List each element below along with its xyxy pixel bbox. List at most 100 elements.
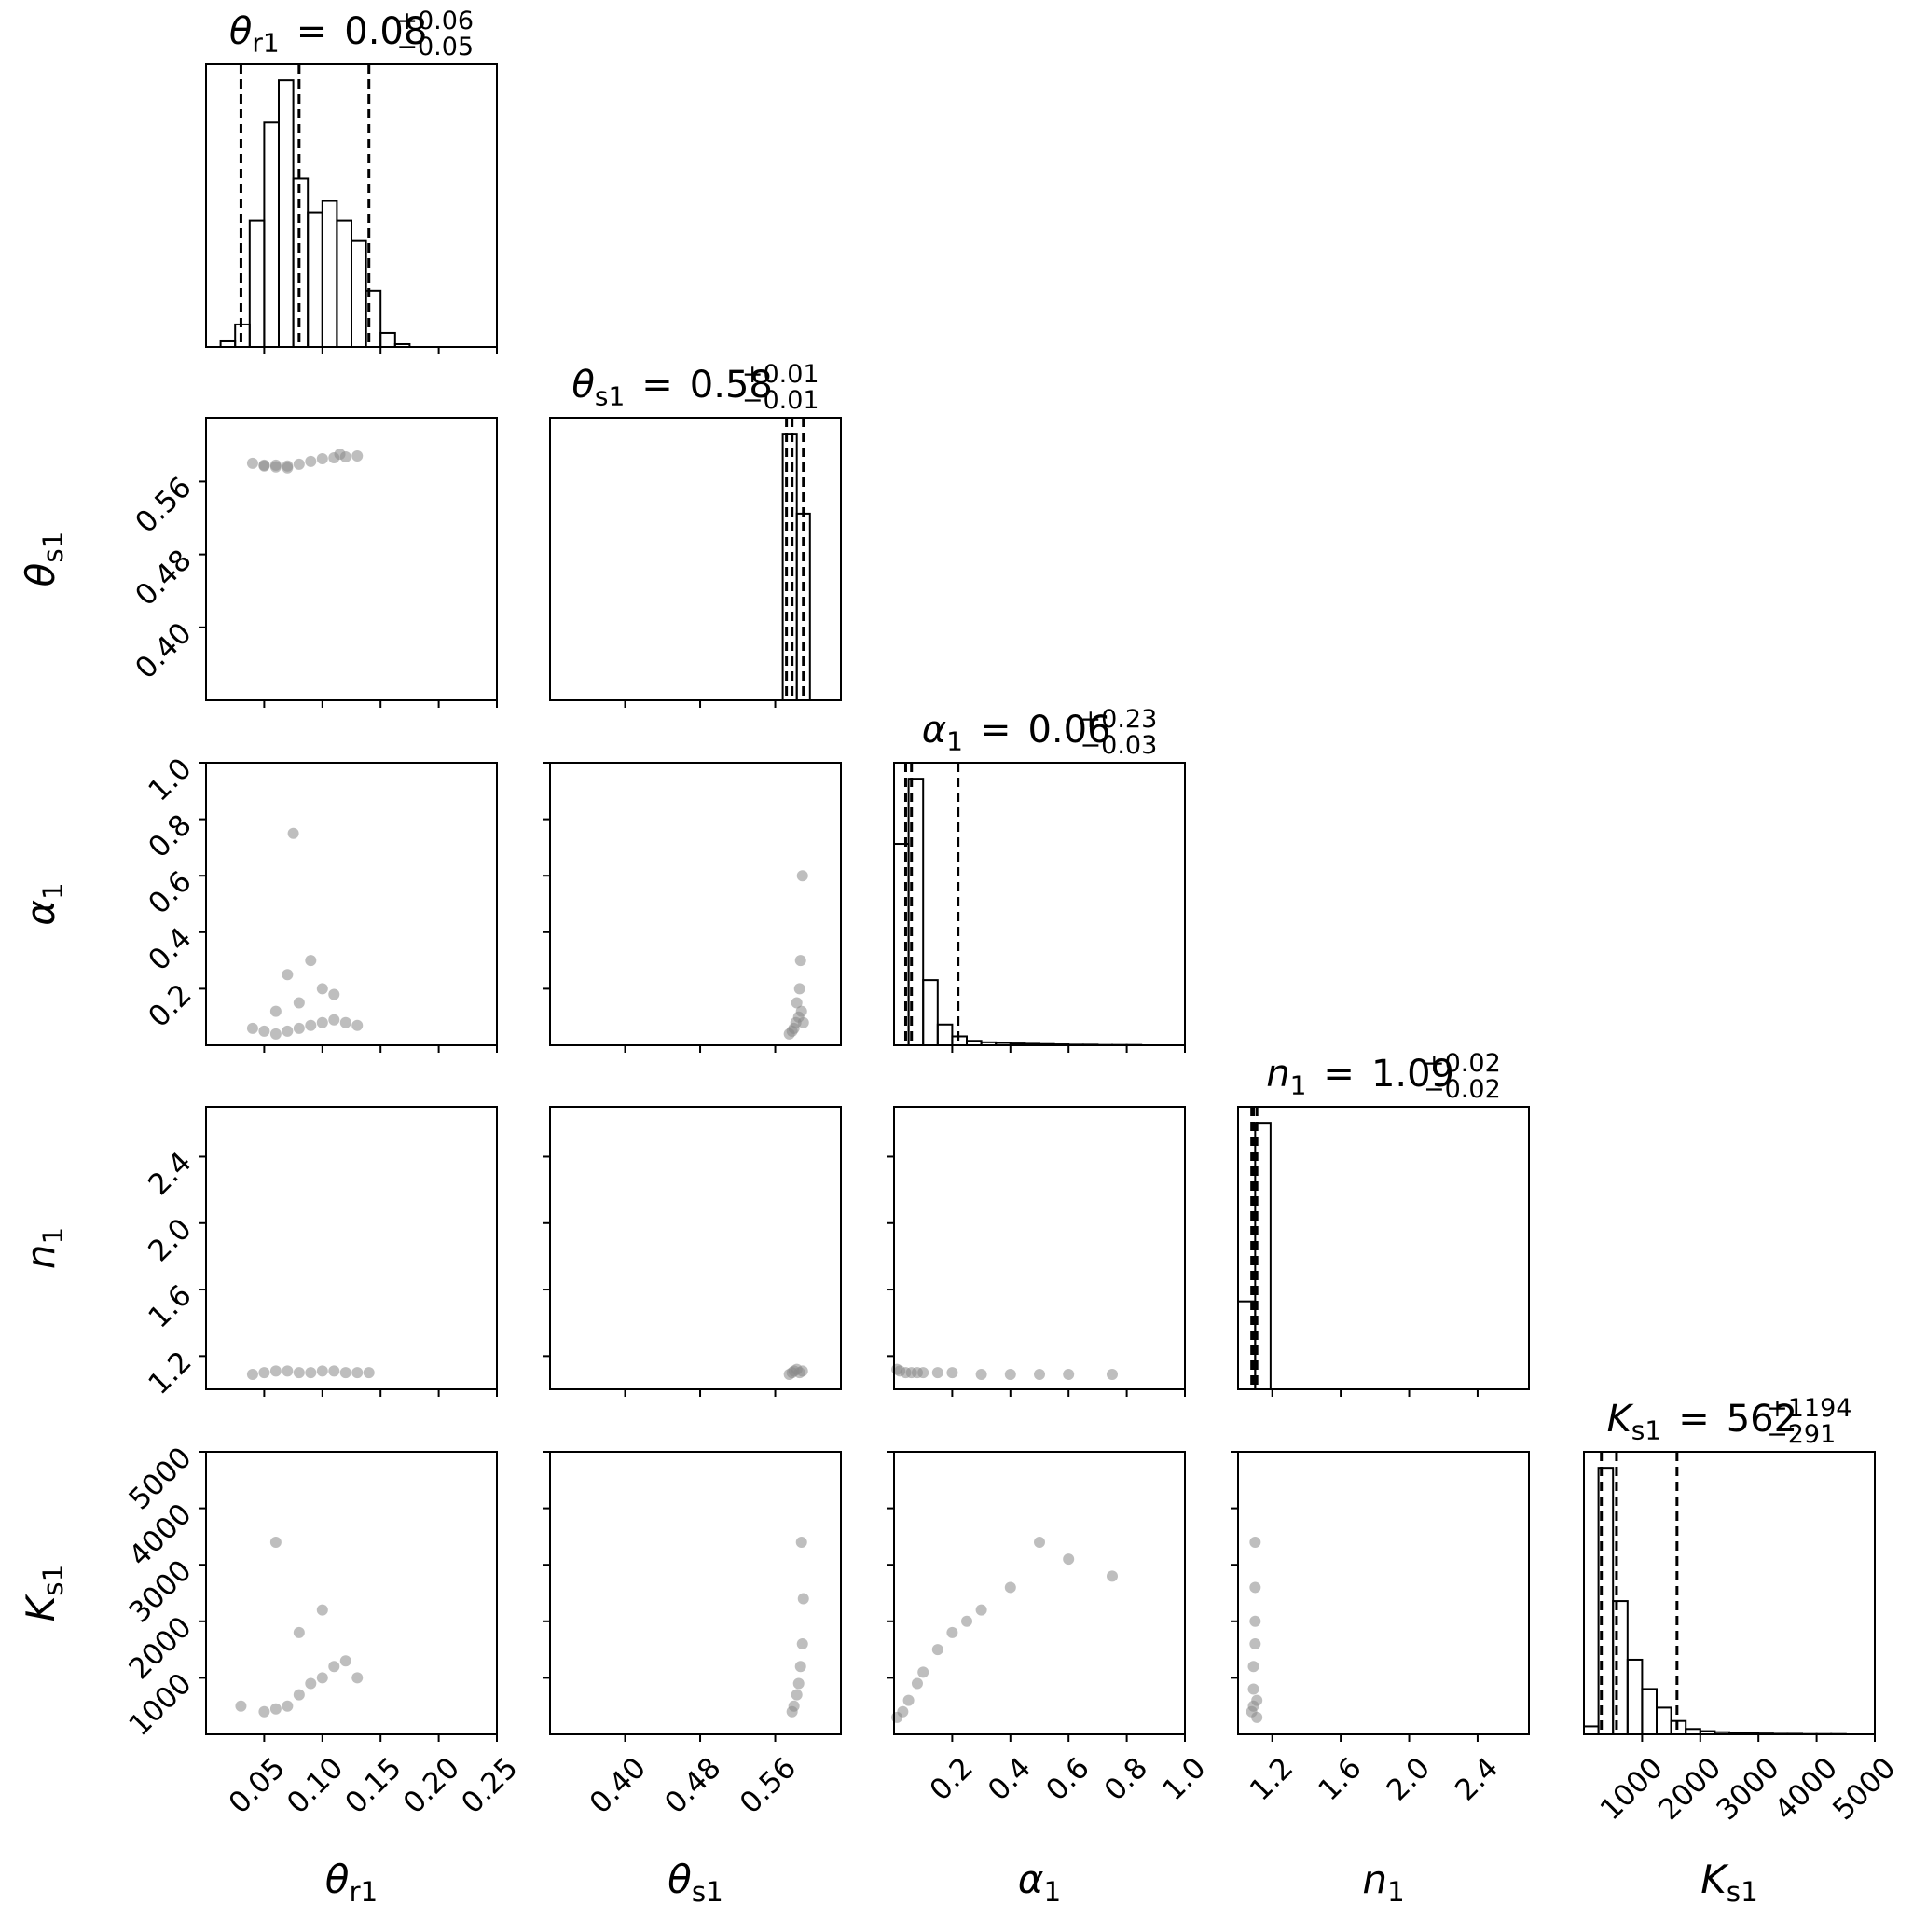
scatter-panel (199, 1451, 498, 1742)
scatter-panel (887, 1451, 1186, 1742)
y-tick-label: 0.6 (142, 864, 198, 920)
scatter-point (1249, 1581, 1261, 1594)
upper-error: +0.23 (1080, 705, 1158, 734)
y-tick-label: 2.4 (142, 1146, 198, 1202)
scatter-point (796, 1365, 808, 1377)
panel-frame (1237, 1106, 1530, 1390)
scatter-panel (199, 417, 498, 708)
scatter-point (269, 459, 282, 471)
y-tick-label: 0.56 (129, 471, 198, 540)
histogram-bin (1656, 1706, 1672, 1735)
scatter-point (293, 458, 305, 470)
histogram-panel (1237, 1106, 1530, 1397)
y-tick-label: 0.8 (142, 808, 198, 864)
panel-frame (549, 1451, 842, 1735)
x-tick-label: 0.6 (1039, 1751, 1095, 1807)
histogram-panel (1583, 1451, 1876, 1742)
scatter-point (328, 1014, 340, 1026)
x-tick-label: 0.8 (1098, 1751, 1154, 1807)
scatter-point (293, 1626, 305, 1638)
symbol: K (18, 1593, 63, 1622)
scatter-point (1034, 1368, 1045, 1380)
separator: = (641, 364, 673, 407)
panel-frame (205, 1106, 498, 1390)
subscript: 1 (1043, 1876, 1061, 1908)
histogram-bin (351, 239, 367, 348)
scatter-point (258, 460, 270, 472)
scatter-point (794, 1661, 806, 1673)
separator: = (1678, 1398, 1710, 1441)
scatter-point (269, 1536, 282, 1548)
lower-error: −0.02 (1424, 1075, 1501, 1104)
y-tick-label: 0.40 (129, 616, 198, 685)
scatter-point (293, 1689, 305, 1701)
scatter-point (975, 1368, 987, 1380)
scatter-point (1247, 1661, 1259, 1673)
y-tick-label: 1.0 (142, 752, 198, 807)
scatter-point (269, 1703, 282, 1715)
title-main: α1 = 0.06 (922, 709, 1111, 756)
x-tick-label: 0.20 (397, 1751, 466, 1820)
scatter-point (1063, 1368, 1075, 1380)
y-axis-label: n1 (18, 1227, 69, 1269)
scatter-point (328, 988, 340, 1000)
scatter-point (282, 1365, 294, 1377)
scatter-point (258, 1705, 270, 1718)
scatter-point (351, 1019, 364, 1031)
lower-error: −0.01 (742, 386, 819, 415)
y-tick-label: 5000 (122, 1441, 198, 1516)
symbol: n (1266, 1053, 1289, 1096)
subscript: s1 (692, 1876, 723, 1908)
scatter-point (305, 1677, 317, 1690)
scatter-point (1004, 1581, 1016, 1594)
scatter-point (1004, 1368, 1016, 1380)
scatter-point (1251, 1711, 1263, 1723)
scatter-panel (543, 762, 842, 1053)
scatter-point (1063, 1553, 1075, 1566)
scatter-point (1034, 1536, 1045, 1548)
y-axis-label: Ks1 (18, 1565, 69, 1622)
scatter-point (917, 1367, 929, 1379)
panel-title: Ks1 = 562+1194−291 (1607, 1394, 1852, 1449)
x-axis-label: α1 (1018, 1856, 1061, 1908)
scatter-point (975, 1604, 987, 1616)
x-axis-label: θs1 (668, 1856, 723, 1908)
scatter-point (1249, 1638, 1261, 1650)
scatter-point (917, 1666, 929, 1678)
scatter-point (269, 1005, 282, 1017)
scatter-point (293, 1367, 305, 1379)
scatter-point (235, 1700, 247, 1712)
x-tick-label: 0.2 (924, 1751, 980, 1807)
histogram-bin (278, 79, 295, 348)
scatter-point (316, 1016, 328, 1028)
symbol: K (1700, 1856, 1729, 1902)
symbol: K (1607, 1398, 1634, 1441)
y-tick-label: 1000 (122, 1667, 198, 1743)
histogram-bin (1670, 1719, 1687, 1735)
symbol: θ (668, 1856, 692, 1902)
x-tick-label: 0.15 (338, 1751, 407, 1820)
scatter-point (1249, 1615, 1261, 1627)
scatter-panel (543, 1451, 842, 1742)
title-main: Ks1 = 562 (1607, 1398, 1798, 1445)
scatter-point (269, 1028, 282, 1040)
scatter-point (269, 1365, 282, 1377)
panel-frame (549, 1106, 842, 1390)
x-tick-label: 1.6 (1312, 1751, 1368, 1807)
scatter-point (1107, 1368, 1118, 1380)
scatter-point (328, 1365, 340, 1377)
upper-error: +0.06 (396, 7, 474, 35)
x-tick-label: 1.2 (1244, 1751, 1300, 1807)
scatter-point (351, 1367, 364, 1379)
scatter-point (334, 448, 346, 461)
scatter-point (931, 1367, 943, 1379)
symbol: θ (229, 10, 252, 53)
scatter-point (316, 983, 328, 995)
histogram-panel (893, 762, 1186, 1053)
panel-frame (893, 1451, 1186, 1735)
histogram-bin (321, 200, 338, 348)
lower-error: −0.05 (396, 33, 474, 62)
subscript: s1 (595, 380, 625, 411)
subscript: 1 (37, 1227, 69, 1245)
scatter-point (305, 455, 317, 467)
